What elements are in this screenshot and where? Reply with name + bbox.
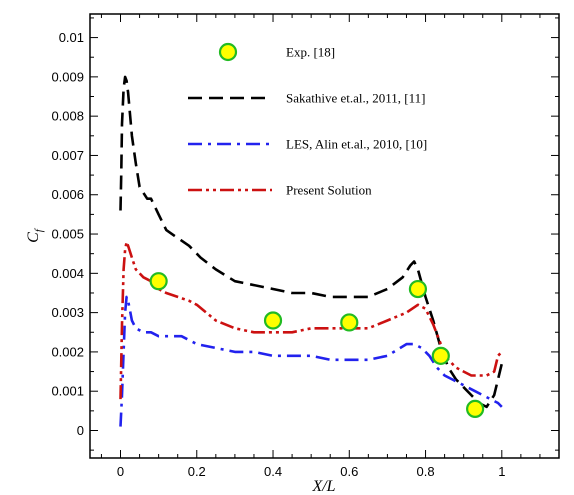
axis-tick-labels: 0 0.2 0.4 0.6 0.8 1 0 0.001 0.002 0.003 0.004 0.005… <box>51 30 505 479</box>
y-axis-title: Cf <box>25 227 45 243</box>
data-point <box>431 346 450 365</box>
legend-marker <box>218 42 238 62</box>
y-tick-label: 0.002 <box>51 344 84 359</box>
y-tick-label: 0.01 <box>59 30 84 45</box>
legend-label: Exp. [18] <box>286 45 335 60</box>
x-tick-label: 0 <box>117 464 124 479</box>
axis-ticks <box>90 14 559 458</box>
plot-frame <box>89 13 560 459</box>
y-tick-label: 0.005 <box>51 227 84 242</box>
series-layer <box>119 75 504 427</box>
legend-label: Present Solution <box>286 183 372 198</box>
y-tick-label: 0.009 <box>51 69 84 84</box>
y-tick-label: 0.006 <box>51 187 84 202</box>
legend: Exp. [18] Sakathive et.al., 2011, [11] LES… <box>188 42 427 198</box>
series-line-les-alin-et-al-2010-10 <box>119 295 503 427</box>
y-tick-label: 0 <box>77 423 84 438</box>
y-tick-label: 0.004 <box>51 266 84 281</box>
x-tick-label: 0.4 <box>264 464 282 479</box>
series-line-sakathive-et-al-2011-11 <box>119 75 504 409</box>
data-point <box>149 272 168 291</box>
data-point <box>340 313 359 332</box>
data-point <box>408 279 428 299</box>
x-tick-label: 0.2 <box>188 464 206 479</box>
y-tick-label: 0.007 <box>51 148 84 163</box>
data-point <box>466 399 485 418</box>
y-axis-title-sub: f <box>33 227 45 232</box>
x-tick-label: 0.8 <box>417 464 435 479</box>
x-tick-label: 1 <box>498 464 505 479</box>
y-tick-label: 0.008 <box>51 109 84 124</box>
x-tick-label: 0.6 <box>340 464 358 479</box>
series-line-present-solution <box>119 240 503 400</box>
data-point <box>263 311 283 330</box>
x-axis-title: X/L <box>311 478 335 495</box>
y-tick-label: 0.003 <box>51 305 84 320</box>
legend-label: LES, Alin et.al., 2010, [10] <box>286 137 427 152</box>
y-tick-label: 0.001 <box>51 384 84 399</box>
y-axis-title-main: C <box>25 232 42 243</box>
legend-label: Sakathive et.al., 2011, [11] <box>286 91 425 106</box>
